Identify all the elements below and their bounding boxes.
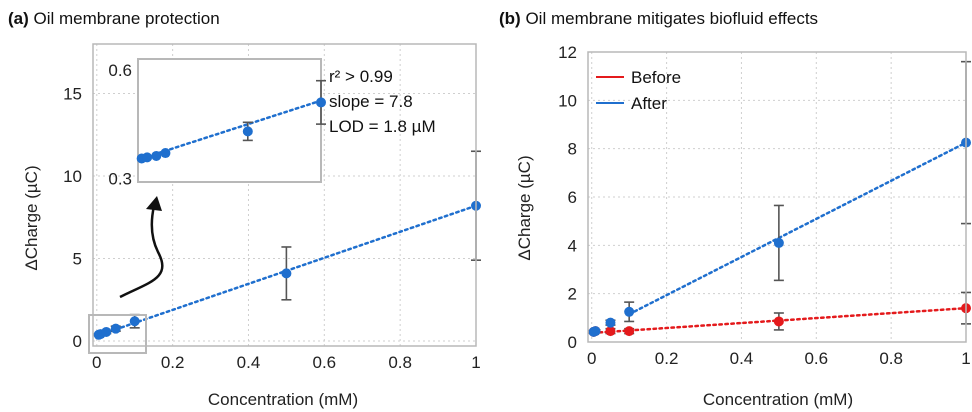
panel-b-points xyxy=(588,137,971,337)
panel-a: (a) Oil membrane protection 0 0.2 0.4 0.6 0.… xyxy=(8,9,481,409)
panel-b-y-tick-label: 0 xyxy=(568,333,577,352)
panel-b-x-ticks: 0 0.2 0.4 0.6 0.8 1 xyxy=(587,349,971,368)
panel-b-y-tick-label: 2 xyxy=(568,285,577,304)
panel-a-y-ticks: 0 5 10 15 xyxy=(63,85,82,352)
panel-b: (b) Oil membrane mitigates biofluid effe… xyxy=(499,9,971,409)
panel-a-y-tick-label: 10 xyxy=(63,167,82,186)
panel-b-y-tick-label: 8 xyxy=(568,140,577,159)
panel-b-fit-lines xyxy=(592,141,968,335)
panel-a-x-tick-label: 0.2 xyxy=(161,353,185,372)
legend-label-after: After xyxy=(631,94,667,113)
panel-a-y-tick-label: 15 xyxy=(63,85,82,104)
panel-a-y-tick-label: 0 xyxy=(73,332,82,351)
panel-b-x-tick-label: 1 xyxy=(961,349,970,368)
panel-a-y-tick-label: 5 xyxy=(73,250,82,269)
panel-a-data-point xyxy=(110,323,121,334)
inset-chart: 0.3 0.6 xyxy=(108,58,326,189)
panel-a-label: (a) xyxy=(8,9,29,28)
legend: Before After xyxy=(596,68,681,113)
zoom-arrow xyxy=(119,205,164,299)
inset-data-point xyxy=(242,126,253,137)
panel-b-data-point xyxy=(624,326,635,337)
inset-y-tick-label: 0.6 xyxy=(108,61,132,80)
panel-a-data-point xyxy=(281,268,292,279)
zoom-arrow-head xyxy=(146,196,162,211)
panel-a-data-point xyxy=(129,316,140,327)
inset-fit-line xyxy=(140,99,323,160)
inset-frame xyxy=(137,58,322,183)
panel-a-x-axis-label: Concentration (mM) xyxy=(208,390,358,409)
panel-b-data-point xyxy=(773,237,784,248)
panel-b-title: (b) Oil membrane mitigates biofluid effe… xyxy=(499,9,818,28)
panel-b-y-tick-label: 12 xyxy=(558,43,577,62)
inset-fit-line-0 xyxy=(140,99,323,160)
panel-a-x-tick-label: 1 xyxy=(471,353,480,372)
panel-b-x-tick-label: 0.2 xyxy=(655,349,679,368)
panel-a-title-text: Oil membrane protection xyxy=(34,9,220,28)
panel-b-label: (b) xyxy=(499,9,521,28)
annotation-r-squared: r² > 0.99 xyxy=(329,67,393,86)
panel-b-x-tick-label: 0.4 xyxy=(730,349,754,368)
panel-a-x-tick-label: 0.6 xyxy=(312,353,336,372)
panel-b-y-ticks: 0 2 4 6 8 10 12 xyxy=(558,43,577,352)
panel-b-data-point xyxy=(624,306,635,317)
panel-b-x-tick-label: 0.6 xyxy=(804,349,828,368)
panel-b-data-point xyxy=(590,326,601,337)
panel-a-x-tick-label: 0.4 xyxy=(237,353,261,372)
panel-b-data-point xyxy=(605,326,616,337)
panel-a-title: (a) Oil membrane protection xyxy=(8,9,220,28)
panel-b-y-tick-label: 10 xyxy=(558,91,577,110)
panel-b-y-tick-label: 4 xyxy=(568,236,577,255)
panel-b-x-tick-label: 0 xyxy=(587,349,596,368)
inset-y-tick-label: 0.3 xyxy=(108,169,132,188)
panel-a-data-point xyxy=(101,326,112,337)
panel-b-x-axis-label: Concentration (mM) xyxy=(703,390,853,409)
inset-points xyxy=(136,97,326,164)
panel-b-title-text: Oil membrane mitigates biofluid effects xyxy=(525,9,818,28)
panel-a-x-tick-label: 0.8 xyxy=(388,353,412,372)
legend-label-before: Before xyxy=(631,68,681,87)
panel-a-y-axis-label: ΔCharge (µC) xyxy=(22,165,41,270)
zoom-region-box xyxy=(88,314,147,354)
inset-data-point xyxy=(151,150,162,161)
annotation-slope: slope = 7.8 xyxy=(329,92,413,111)
panel-b-fit-line-1 xyxy=(627,141,968,316)
panel-b-y-tick-label: 6 xyxy=(568,188,577,207)
panel-b-frame xyxy=(587,51,967,343)
panel-a-x-tick-label: 0 xyxy=(92,353,101,372)
fit-statistics: r² > 0.99 slope = 7.8 LOD = 1.8 µM xyxy=(329,67,436,136)
inset-data-point xyxy=(316,97,326,108)
panel-b-data-point xyxy=(605,317,616,328)
panel-b-x-tick-label: 0.8 xyxy=(879,349,903,368)
panel-b-data-point xyxy=(773,316,784,327)
annotation-lod: LOD = 1.8 µM xyxy=(329,117,436,136)
inset-y-ticks: 0.3 0.6 xyxy=(108,61,132,189)
inset-data-point xyxy=(142,152,153,163)
panel-a-x-ticks: 0 0.2 0.4 0.6 0.8 1 xyxy=(92,353,481,372)
inset-data-point xyxy=(160,148,171,159)
panel-b-y-axis-label: ΔCharge (µC) xyxy=(515,155,534,260)
panel-a-points xyxy=(93,200,481,340)
panel-a-frame xyxy=(92,43,477,347)
